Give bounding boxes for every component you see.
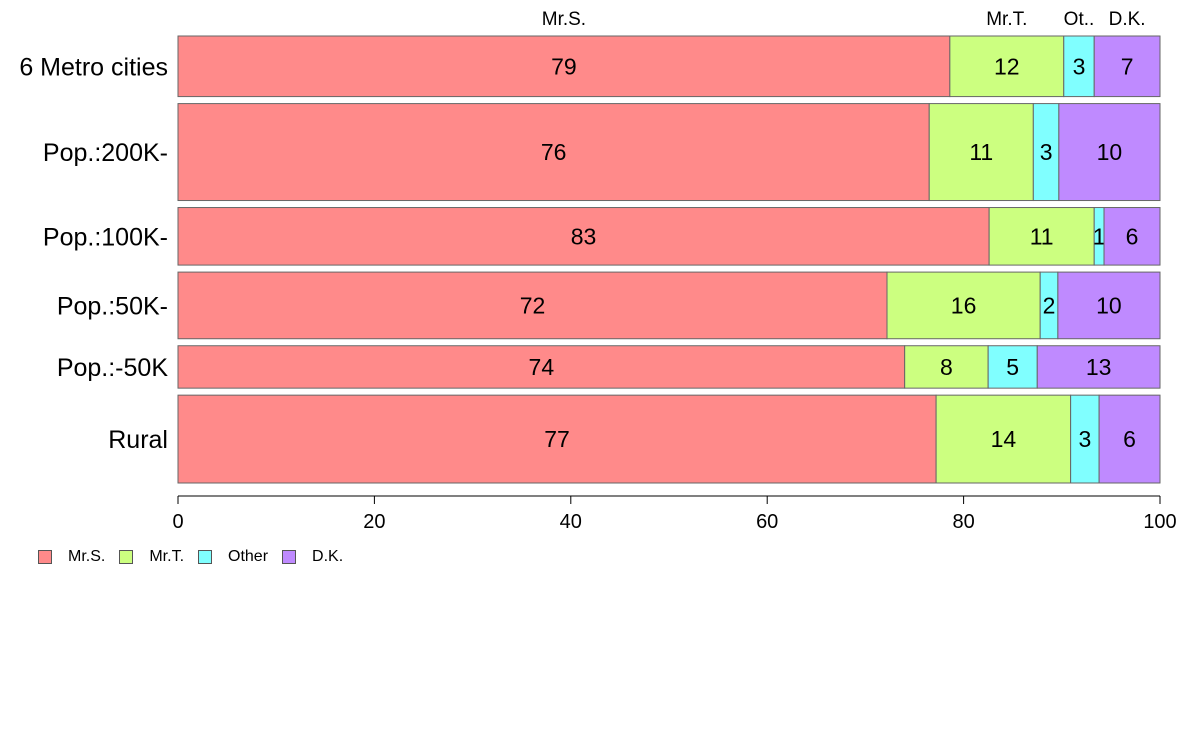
category-label: 6 Metro cities [19, 53, 168, 81]
bar-value-label: 12 [994, 53, 1020, 79]
bar-segment [987, 345, 1038, 389]
bar-segment [1063, 35, 1095, 98]
bar-value-label: 1 [1093, 223, 1106, 249]
bar-segment [935, 394, 1072, 484]
bar-segment [1036, 345, 1161, 389]
bar-value-label: 8 [940, 354, 953, 380]
legend-item-dk: D.K. [282, 548, 343, 566]
category-label: Pop.:200K- [43, 139, 168, 167]
bar-value-label: 16 [951, 292, 977, 318]
bar-value-label: 7 [1121, 53, 1134, 79]
bar-segment [886, 271, 1041, 340]
legend-label-other: Other [228, 548, 269, 565]
bar-value-label: 14 [991, 426, 1017, 452]
bar-segment [988, 207, 1095, 266]
x-tick-label: 20 [363, 511, 385, 533]
bar-segment [1098, 394, 1161, 484]
bar-value-label: 76 [541, 139, 567, 165]
bar-value-label: 13 [1086, 354, 1112, 380]
legend-label-dk: D.K. [312, 548, 344, 565]
bar-segment [177, 35, 951, 98]
bar-value-label: 6 [1126, 223, 1139, 249]
bar-segment [177, 103, 930, 202]
bar-segment [949, 35, 1065, 98]
bar-segment [1032, 103, 1060, 202]
bar-value-label: 3 [1073, 53, 1086, 79]
legend-swatch-other [198, 550, 213, 564]
bar-segment [177, 271, 888, 340]
bar-value-label: 6 [1123, 426, 1136, 452]
bar-value-label: 83 [571, 223, 597, 249]
bar-segment [177, 394, 937, 484]
bar-segment [1058, 103, 1161, 202]
category-label: Pop.:50K- [57, 292, 168, 320]
bar-value-label: 3 [1040, 139, 1053, 165]
category-label: Pop.:100K- [43, 223, 168, 251]
bar-segment [1057, 271, 1161, 340]
x-tick-label: 80 [952, 511, 974, 533]
bar-value-label: 79 [551, 53, 577, 79]
bar-value-label: 10 [1097, 139, 1123, 165]
bar-segment [928, 103, 1034, 202]
bar-value-label: 11 [969, 139, 993, 165]
bar-value-label: 5 [1006, 354, 1019, 380]
bar-value-label: 3 [1078, 426, 1091, 452]
legend-item-mrt: Mr.T. [119, 548, 184, 566]
bar-segment [1070, 394, 1100, 484]
category-label: Pop.:-50K [57, 354, 169, 382]
legend-label-mrt: Mr.T. [149, 548, 185, 565]
legend-swatch-dk [282, 550, 297, 564]
x-tick-label: 100 [1143, 511, 1176, 533]
bar-segment [1093, 35, 1161, 98]
bar-value-label: 2 [1043, 292, 1056, 318]
top-series-label: Ot.. [1064, 9, 1095, 30]
x-tick-label: 0 [172, 511, 183, 533]
bar-segment [177, 207, 990, 266]
legend-item-mrs: Mr.S. [38, 548, 105, 566]
top-series-label: D.K. [1109, 9, 1146, 30]
bar-segment [177, 345, 906, 389]
top-series-label: Mr.T. [986, 9, 1027, 30]
top-series-label: Mr.S. [542, 9, 586, 30]
category-label: Rural [108, 426, 168, 454]
bar-segment [904, 345, 989, 389]
legend-item-other: Other [198, 548, 268, 566]
bar-value-label: 10 [1096, 292, 1122, 318]
bar-value-label: 77 [544, 426, 570, 452]
bar-value-label: 74 [529, 354, 555, 380]
legend-label-mrs: Mr.S. [68, 548, 106, 565]
bar-value-label: 72 [520, 292, 546, 318]
legend: Mr.S. Mr.T. Other D.K. [38, 548, 357, 566]
legend-swatch-mrt [119, 550, 134, 564]
bar-value-label: 11 [1030, 223, 1054, 249]
legend-swatch-mrs [38, 550, 52, 564]
bar-segment [1103, 207, 1161, 266]
x-tick-label: 40 [560, 511, 582, 533]
x-tick-label: 60 [756, 511, 778, 533]
